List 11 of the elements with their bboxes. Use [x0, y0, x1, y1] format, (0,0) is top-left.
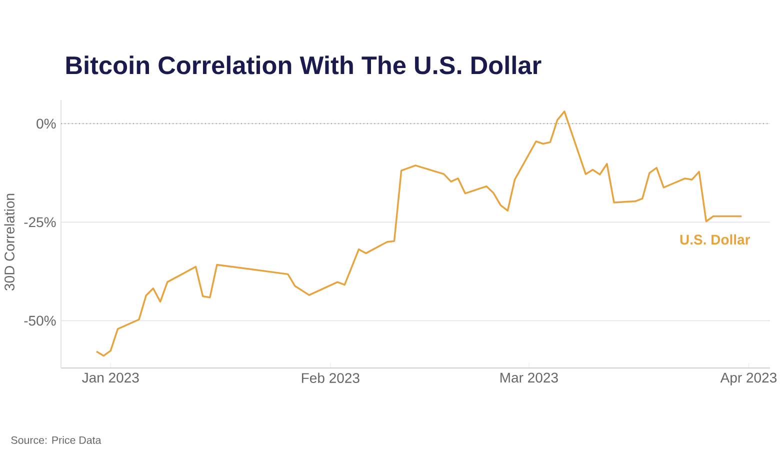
source-note: Source: Price Data	[11, 436, 102, 444]
y-axis-title: 30D Correlation	[4, 194, 14, 290]
x-tick-label: Mar 2023	[500, 372, 558, 383]
series-label: U.S. Dollar	[680, 234, 750, 245]
x-tick-label: Apr 2023	[720, 372, 777, 386]
chart-title: Bitcoin Correlation With The U.S. Dollar	[66, 56, 542, 74]
x-tick-label: Feb 2023	[302, 372, 360, 383]
y-tick-label: -50%	[24, 316, 56, 326]
x-tick-label: Jan 2023	[82, 372, 139, 383]
y-tick-label: 0%	[36, 118, 56, 129]
y-tick-label: -25%	[24, 217, 56, 228]
